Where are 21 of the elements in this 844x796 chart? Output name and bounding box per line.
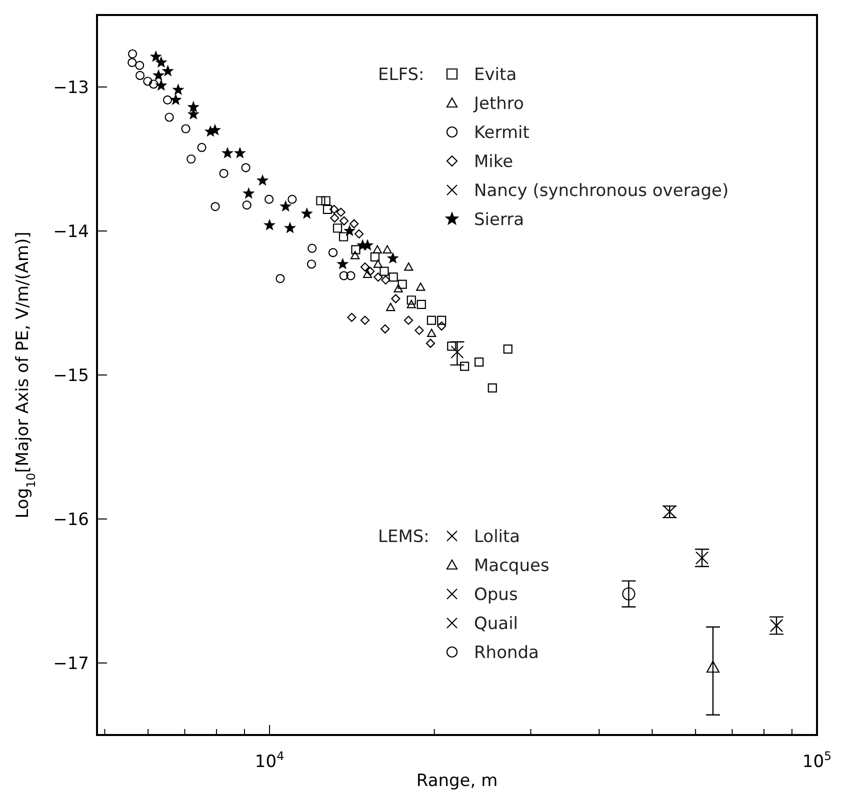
y-tick-label: −14 bbox=[53, 222, 89, 242]
y-tick-label: −16 bbox=[53, 510, 89, 530]
y-tick-label: −15 bbox=[53, 366, 89, 386]
annotation: ELFS: bbox=[378, 65, 424, 85]
y-tick-label: −13 bbox=[53, 78, 89, 98]
legend-label: Nancy (synchronous overage) bbox=[474, 181, 729, 201]
legend-label: Macques bbox=[474, 556, 550, 576]
y-tick-label: −17 bbox=[53, 654, 89, 674]
legend-label: Sierra bbox=[474, 210, 524, 230]
legend-label: Opus bbox=[474, 585, 518, 605]
x-axis-title: Range, m bbox=[416, 771, 498, 791]
annotation: LEMS: bbox=[378, 527, 430, 547]
legend-label: Jethro bbox=[473, 94, 524, 114]
x-tick-label: 10$^{4}$ bbox=[254, 749, 284, 772]
legend-label: Quail bbox=[474, 614, 518, 634]
legend-label: Rhonda bbox=[474, 643, 539, 663]
legend-label: Lolita bbox=[474, 527, 520, 547]
x-tick-label: 10$^{5}$ bbox=[802, 749, 832, 772]
legend-label: Kermit bbox=[474, 123, 530, 143]
legend-label: Mike bbox=[474, 152, 514, 172]
legend-label: Evita bbox=[474, 65, 517, 85]
